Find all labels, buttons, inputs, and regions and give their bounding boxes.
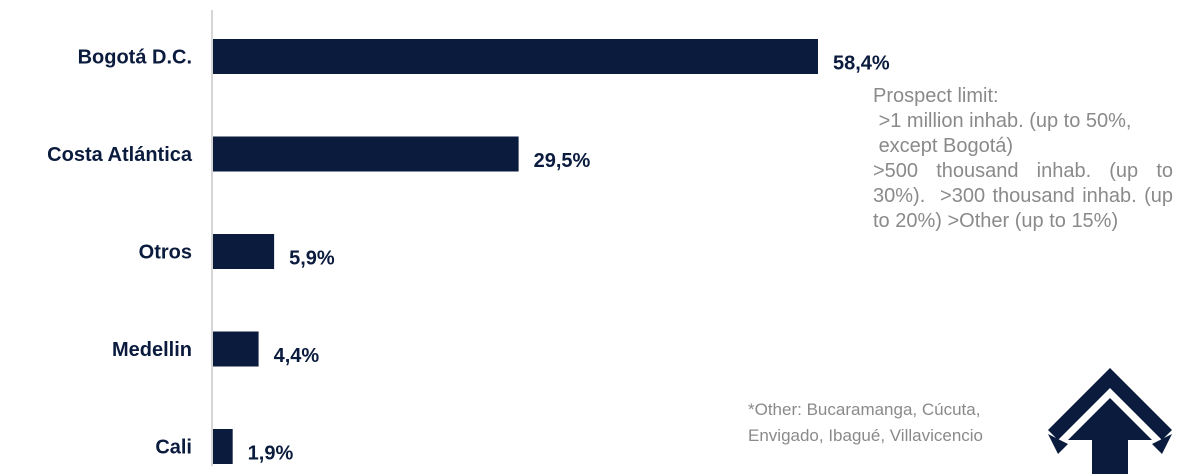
note-line-3: except Bogotá) (873, 135, 1014, 157)
bar-0 (213, 39, 818, 74)
footnote-line-1: *Other: Bucaramanga, Cúcuta, (748, 400, 981, 419)
bar-2 (213, 234, 275, 269)
value-label-0: 58,4% (833, 53, 890, 75)
bar-4 (213, 429, 233, 464)
category-label-1: Costa Atlántica (47, 144, 193, 166)
value-label-3: 4,4% (274, 345, 320, 367)
category-label-2: Otros (139, 242, 192, 264)
bar-1 (213, 136, 519, 172)
arrow-up-logo-icon (1048, 368, 1172, 474)
value-label-1: 29,5% (534, 150, 591, 172)
category-label-0: Bogotá D.C. (78, 47, 192, 69)
note-line-1: Prospect limit: (873, 85, 999, 107)
category-label-4: Cali (155, 437, 192, 459)
footnote-line-2: Envigado, Ibagué, Villavicencio (748, 426, 984, 445)
note-line-4: >500 thousand inhab. (up to 30%). >300 t… (873, 160, 1179, 232)
value-label-4: 1,9% (248, 443, 294, 465)
footnote: *Other: Bucaramanga, Cúcuta, Envigado, I… (748, 397, 1068, 449)
value-label-2: 5,9% (289, 248, 335, 270)
prospect-limit-note: Prospect limit: >1 million inhab. (up to… (873, 84, 1173, 234)
note-line-2: >1 million inhab. (up to 50%, (873, 110, 1132, 132)
category-label-3: Medellin (112, 339, 192, 361)
bar-3 (213, 331, 259, 367)
